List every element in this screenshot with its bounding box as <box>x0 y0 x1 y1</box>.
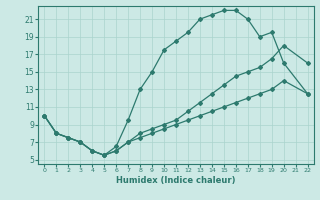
X-axis label: Humidex (Indice chaleur): Humidex (Indice chaleur) <box>116 176 236 185</box>
